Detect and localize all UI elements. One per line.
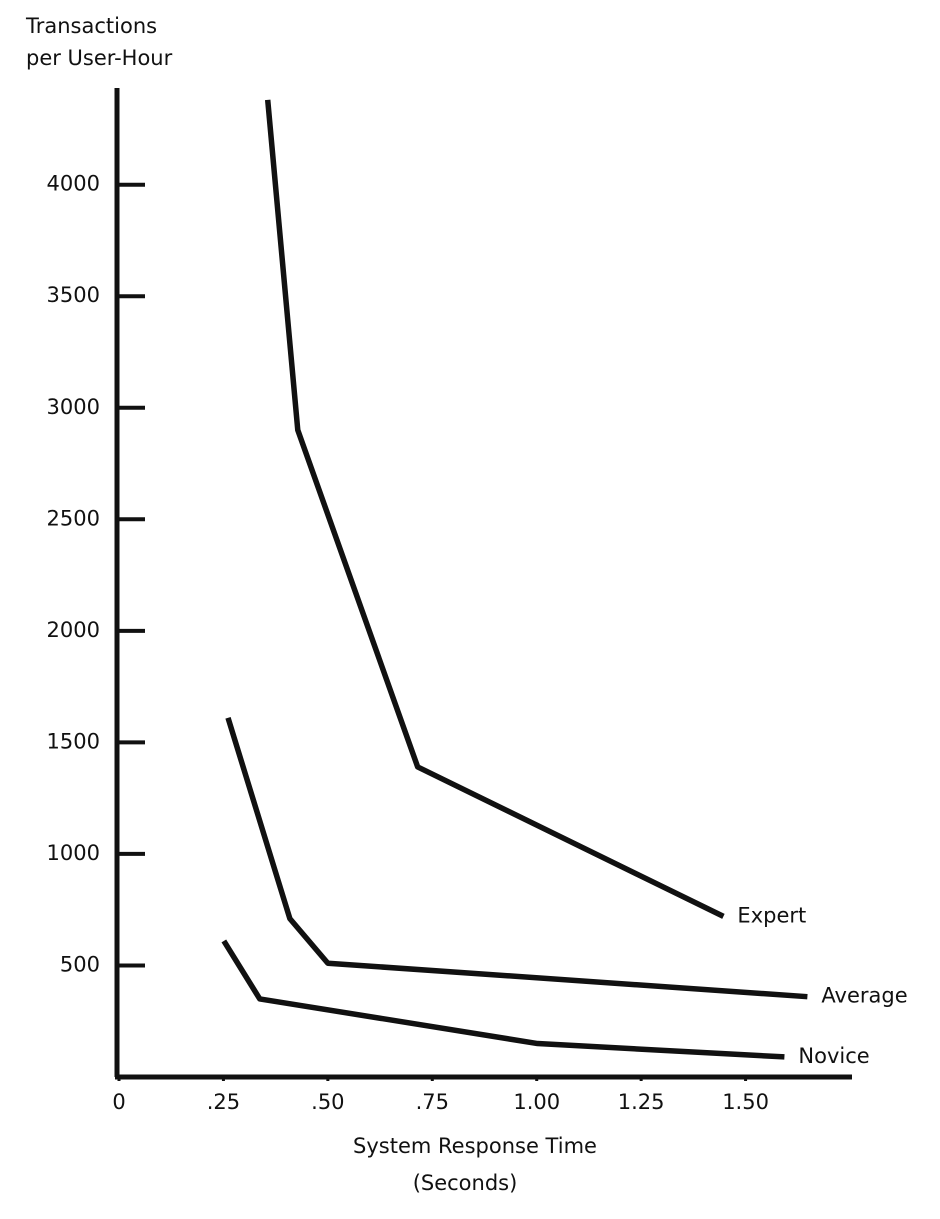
x-tick-label: .50: [311, 1090, 344, 1114]
x-tick-label: 1.00: [513, 1090, 560, 1114]
x-axis-title: System Response Time: [353, 1134, 597, 1158]
x-tick-label: .75: [416, 1090, 449, 1114]
y-axis-title: per User-Hour: [26, 46, 173, 70]
y-tick-label: 2000: [47, 618, 100, 642]
series-label: Expert: [737, 903, 806, 927]
y-tick-label: 3000: [47, 395, 100, 419]
series-label: Average: [821, 984, 907, 1008]
x-tick-label: .25: [207, 1090, 240, 1114]
series-line: [264, 99, 725, 919]
x-tick-label: 1.25: [618, 1090, 665, 1114]
series-label: Novice: [798, 1044, 869, 1068]
x-tick-label: 1.50: [722, 1090, 769, 1114]
y-tick-label: 500: [60, 952, 100, 976]
y-tick-label: 3500: [47, 283, 100, 307]
series-line: [225, 717, 808, 1000]
y-tick-label: 4000: [47, 172, 100, 196]
y-tick-label: 1000: [47, 841, 100, 865]
x-tick-label: 0: [112, 1090, 125, 1114]
y-axis-title: Transactions: [25, 14, 157, 38]
series-line: [221, 939, 785, 1060]
y-tick-label: 2500: [47, 506, 100, 530]
y-tick-label: 1500: [47, 729, 100, 753]
x-axis-title: (Seconds): [413, 1171, 518, 1195]
